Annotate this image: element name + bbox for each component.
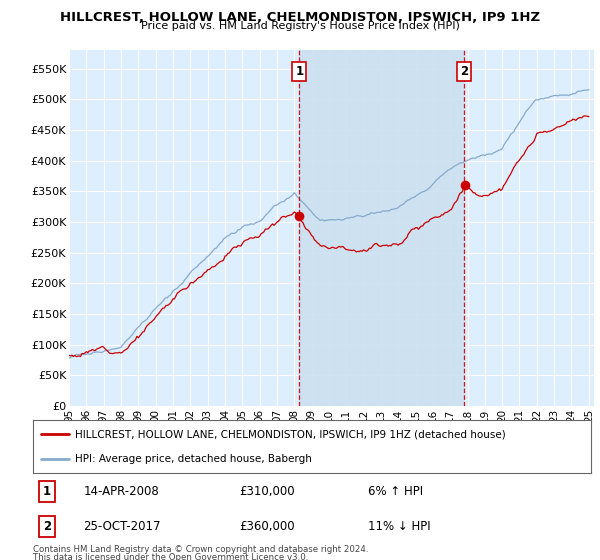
Text: 2: 2: [460, 64, 468, 78]
Text: 1: 1: [43, 485, 51, 498]
Text: HPI: Average price, detached house, Babergh: HPI: Average price, detached house, Babe…: [75, 454, 312, 464]
Text: 6% ↑ HPI: 6% ↑ HPI: [368, 485, 423, 498]
Text: 2: 2: [43, 520, 51, 533]
Text: 11% ↓ HPI: 11% ↓ HPI: [368, 520, 430, 533]
Text: 1: 1: [295, 64, 304, 78]
Text: This data is licensed under the Open Government Licence v3.0.: This data is licensed under the Open Gov…: [33, 553, 308, 560]
Text: Contains HM Land Registry data © Crown copyright and database right 2024.: Contains HM Land Registry data © Crown c…: [33, 545, 368, 554]
Text: HILLCREST, HOLLOW LANE, CHELMONDISTON, IPSWICH, IP9 1HZ (detached house): HILLCREST, HOLLOW LANE, CHELMONDISTON, I…: [75, 430, 506, 440]
Bar: [299, 50, 464, 406]
Text: 25-OCT-2017: 25-OCT-2017: [83, 520, 161, 533]
Text: HILLCREST, HOLLOW LANE, CHELMONDISTON, IPSWICH, IP9 1HZ: HILLCREST, HOLLOW LANE, CHELMONDISTON, I…: [60, 11, 540, 24]
Text: £360,000: £360,000: [239, 520, 295, 533]
Text: Price paid vs. HM Land Registry's House Price Index (HPI): Price paid vs. HM Land Registry's House …: [140, 21, 460, 31]
Text: 14-APR-2008: 14-APR-2008: [83, 485, 159, 498]
Text: £310,000: £310,000: [239, 485, 295, 498]
